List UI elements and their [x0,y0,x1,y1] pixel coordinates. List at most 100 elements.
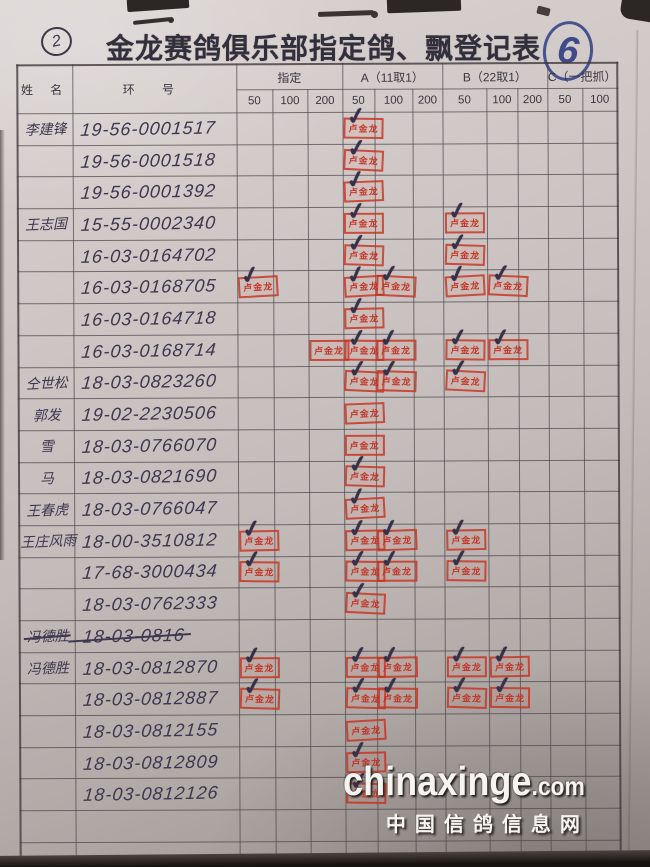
red-name-stamp: 卢金龙 ✓ [445,354,487,393]
checkmark: ✓ [345,513,371,543]
bet-cell-z50 [237,397,274,430]
bet-cell-b100 [486,111,518,144]
bet-cell-z200 [310,714,346,747]
bet-cell-c100 [584,554,620,587]
table-row: 王春虎 18-03-0766047 卢金龙 ✓ [19,481,620,526]
bet-cell-z200 [307,207,344,240]
ring-number-cell: 18-00-3510812 [74,524,239,558]
bet-cell-b200 [518,333,549,366]
bet-cell-z50 [238,588,275,620]
red-name-stamp: 卢金龙 ✓ [375,259,417,298]
bet-cell-a100 [375,428,414,461]
bet-cell-b200 [518,301,549,334]
bet-cell-z200 [309,682,346,715]
handwritten-owner-name: 仝世松 [25,374,68,392]
bet-cell-b200 [517,206,549,239]
ring-number-cell: 18-03-0812870 [74,651,239,684]
bet-cell-z100 [275,746,311,779]
bet-cell-a50: 卢金龙 ✓ [344,576,386,620]
bet-cell-a200 [413,365,444,398]
header-fee: 50 [547,88,583,112]
bet-cell-z50 [237,429,274,462]
bet-cell-a200 [412,111,443,144]
bet-cell-b100: 卢金龙 ✓ [488,671,530,714]
bet-cell-b100 [488,523,520,556]
bet-cell-a200 [414,555,445,588]
bet-cell-c50 [548,396,584,429]
handwritten-ring-number: 18-03-0816 [74,625,185,648]
bet-cell-a200 [414,587,445,620]
ring-number-cell: 18-03-0812809 [75,746,240,780]
bet-cell-z50 [239,746,276,779]
red-name-stamp: 卢金龙 ✓ [446,671,488,710]
bet-cell-z200 [308,397,344,430]
bet-cell-z100 [273,270,309,303]
owner-name-cell [20,779,76,811]
bet-cell-c50 [549,554,585,587]
ring-number-cell: 18-03-0766047 [74,493,239,526]
bet-cell-a100 [375,460,415,493]
ring-number-cell: 16-03-0168705 [73,271,238,304]
owner-name-cell: 冯德胜 [19,620,75,653]
owner-name-cell: 雪 [18,430,74,463]
watermark-site: chinaxinge [343,758,532,804]
bet-cell-z200 [307,175,343,208]
checkmark: ✓ [448,671,473,700]
handwritten-ring-number: 18-03-0812870 [81,655,219,679]
handwritten-ring-number: 18-03-0766047 [80,497,218,521]
handwritten-ring-number: 18-03-0762333 [81,592,219,616]
table-row: 19-56-0001392 卢金龙 ✓ [17,164,618,209]
bet-cell-b200 [518,364,549,397]
handwritten-ring-number: 16-03-0168714 [80,339,218,362]
bet-cell-c100 [582,206,619,239]
handwritten-owner-name: 马 [39,469,55,487]
bet-cell-z200 [309,492,345,525]
bet-cell-z50: 卢金龙 ✓ [238,672,280,715]
ring-number-cell: 19-02-2230506 [73,398,238,431]
table-row: 16-03-0168714 卢金龙 卢金龙 ✓ 卢金龙 ✓ 卢金龙 ✓ 卢金龙 ✓ [18,322,619,368]
bet-cell-b50 [444,587,489,619]
ring-number-cell: 19-56-0001518 [72,144,237,177]
handwritten-ring-number: 19-56-0001392 [79,180,217,204]
bet-cell-z100 [273,366,309,398]
header-fee: 50 [236,89,273,113]
bet-cell-z100 [275,777,311,810]
header-group-b: B（22取1） [442,63,548,89]
bet-cell-b50: 卢金龙 ✓ [444,544,489,588]
handwritten-ring-number: 18-03-0823260 [80,370,218,394]
bet-cell-a200 [413,270,444,303]
checkmark: ✓ [239,513,265,543]
handwritten-ring-number: 18-00-3510812 [80,529,218,552]
bet-cell-b50: 卢金龙 ✓ [444,671,490,715]
bet-cell-z200 [309,619,345,652]
bet-cell-z100 [274,682,311,715]
handwritten-ring-number: 18-03-0766070 [80,434,218,457]
red-name-stamp: 卢金龙 ✓ [375,354,417,393]
bet-cell-a100 [374,207,414,240]
bet-cell-a200 [413,460,445,493]
handwritten-ring-number: 18-03-0821690 [80,465,218,489]
owner-name-cell [19,588,75,621]
bet-cell-c50 [547,111,583,144]
bet-cell-z200 [308,365,344,398]
owner-name-cell [19,557,75,590]
bet-cell-a100 [374,143,413,176]
checkmark: ✓ [376,322,402,352]
checkmark: ✓ [446,227,471,257]
owner-name-cell: 王志国 [17,208,74,241]
checkmark: ✓ [347,671,371,701]
bet-cell-c100 [584,459,620,492]
bet-cell-c50 [549,459,585,492]
bet-cell-z50 [237,461,275,494]
checkmark: ✓ [378,671,403,701]
owner-name-cell [17,176,73,209]
handwritten-owner-name: 雪 [39,438,54,455]
table-row: 雪 18-03-0766070 卢金龙 [18,428,620,463]
bet-cell-c50 [547,174,583,207]
bet-cell-c100 [583,364,619,397]
bet-cell-z50 [239,809,276,842]
ring-number-cell: 18-03-0812155 [75,714,240,748]
owner-name-cell: 马 [18,462,75,495]
